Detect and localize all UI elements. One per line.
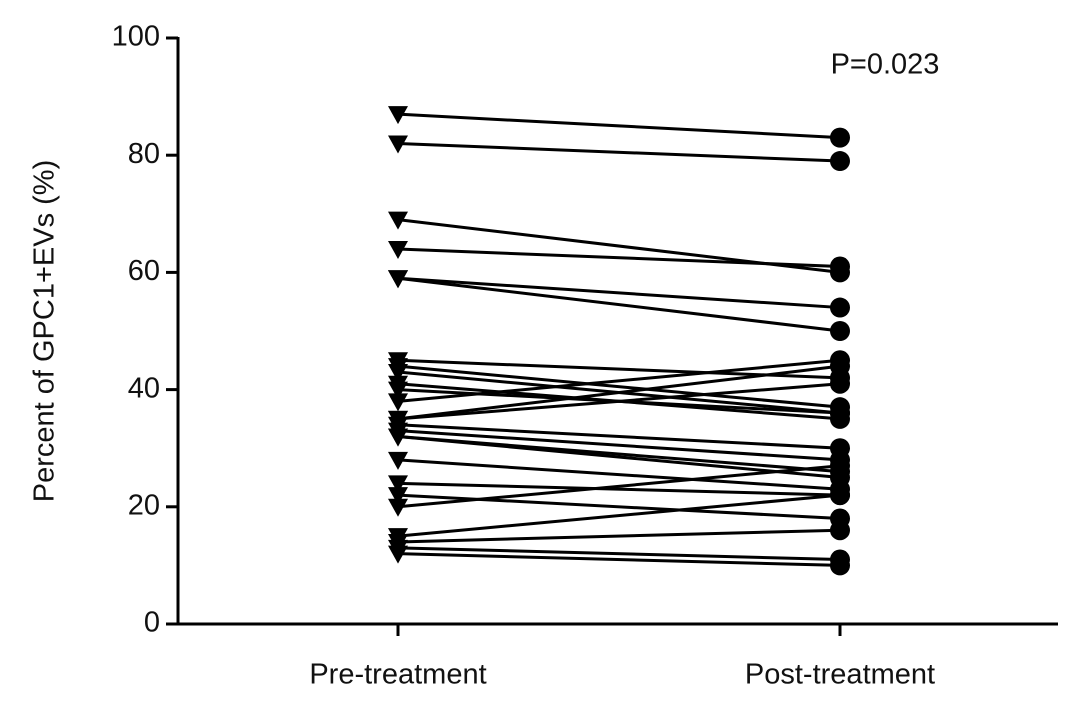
pre-marker xyxy=(388,451,408,470)
post-marker xyxy=(830,455,850,476)
pre-marker xyxy=(388,428,408,447)
post-marker xyxy=(830,297,850,318)
pair-line xyxy=(397,434,841,474)
pair-line xyxy=(397,429,841,462)
y-tick-label: 20 xyxy=(128,489,160,521)
pair-line xyxy=(397,276,841,333)
post-marker xyxy=(830,403,850,424)
pair-line xyxy=(397,364,841,421)
x-tick-label: Pre-treatment xyxy=(309,659,486,691)
pre-marker xyxy=(388,211,408,230)
pair-line xyxy=(397,276,841,310)
post-marker xyxy=(830,555,850,576)
pre-marker xyxy=(388,393,408,412)
pre-marker xyxy=(388,475,408,494)
pair-line xyxy=(397,112,841,140)
post-marker xyxy=(830,256,850,277)
pre-marker xyxy=(388,381,408,400)
x-tick-label: Post-treatment xyxy=(745,659,935,691)
post-marker xyxy=(830,127,850,148)
annotation: P=0.023 xyxy=(831,49,940,81)
pair-line xyxy=(397,364,841,409)
y-tick-label: 80 xyxy=(128,138,160,170)
y-tick-label: 0 xyxy=(144,607,160,639)
pre-marker xyxy=(388,364,408,383)
post-marker xyxy=(830,520,850,541)
pre-marker xyxy=(388,106,408,125)
y-tick-label: 60 xyxy=(128,255,160,287)
pair-line xyxy=(397,458,841,491)
y-axis-label: Percent of GPC1+EVs (%) xyxy=(29,160,61,503)
pre-marker xyxy=(388,135,408,154)
post-marker xyxy=(830,485,850,506)
pre-marker xyxy=(388,270,408,289)
pair-line xyxy=(397,247,841,269)
post-marker xyxy=(830,321,850,341)
pair-line xyxy=(397,552,841,567)
y-tick-label: 40 xyxy=(128,372,160,404)
pair-line xyxy=(397,382,841,421)
y-tick-label: 100 xyxy=(112,21,160,53)
pair-line xyxy=(397,546,841,562)
pair-line xyxy=(397,528,841,544)
pair-line xyxy=(397,481,841,497)
pre-marker xyxy=(388,498,408,517)
post-marker xyxy=(830,356,850,377)
pair-line xyxy=(397,493,841,538)
pair-line xyxy=(397,141,841,163)
post-marker xyxy=(830,373,850,394)
pair-line xyxy=(397,464,841,509)
pair-line xyxy=(397,423,841,450)
pre-marker xyxy=(388,545,408,564)
pair-line xyxy=(397,358,841,403)
post-marker xyxy=(830,151,850,172)
pre-marker xyxy=(388,487,408,506)
pre-marker xyxy=(388,240,408,259)
